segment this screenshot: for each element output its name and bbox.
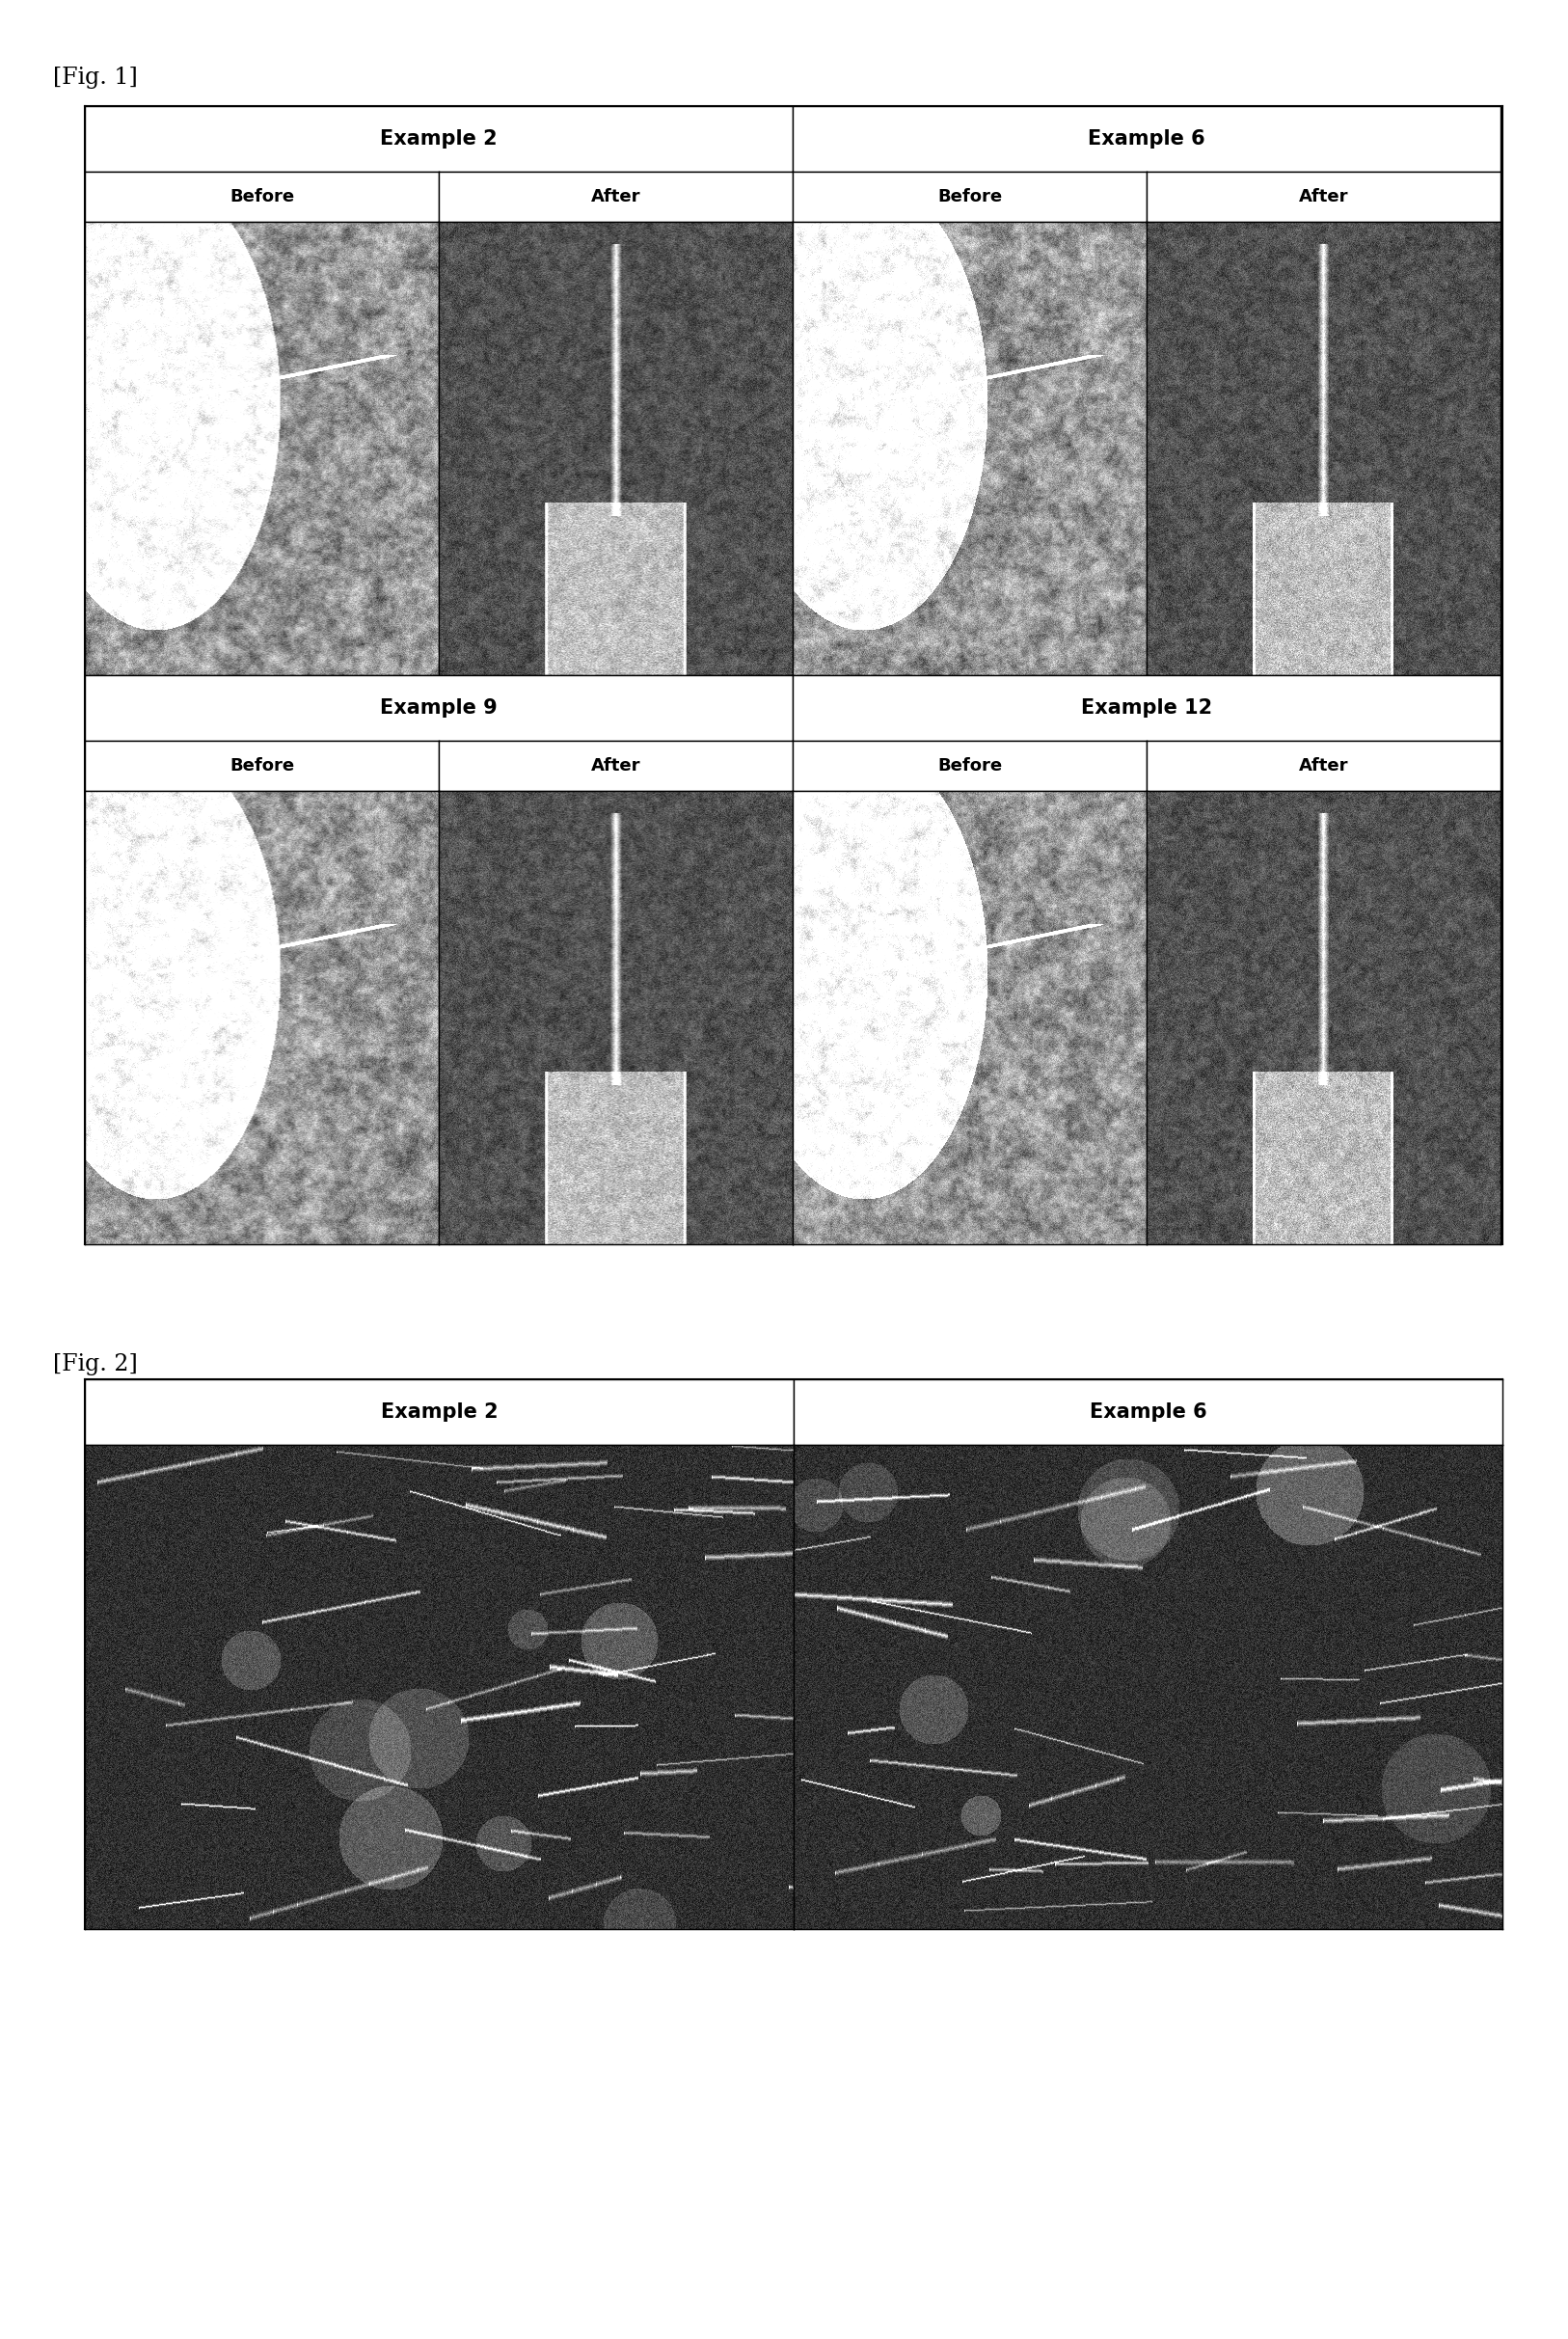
Text: [Fig. 1]: [Fig. 1] [53, 65, 138, 89]
Text: Before: Before [229, 758, 295, 774]
Text: Example 6: Example 6 [1090, 1403, 1207, 1422]
Text: After: After [591, 187, 641, 206]
Text: Example 2: Example 2 [381, 1403, 499, 1422]
Text: After: After [1298, 187, 1348, 206]
Text: Before: Before [938, 187, 1002, 206]
Text: Before: Before [938, 758, 1002, 774]
Text: Example 12: Example 12 [1080, 699, 1212, 718]
Text: After: After [1298, 758, 1348, 774]
Text: Example 9: Example 9 [379, 699, 497, 718]
Text: Example 6: Example 6 [1088, 129, 1206, 150]
Text: Example 2: Example 2 [379, 129, 497, 150]
Text: [Fig. 2]: [Fig. 2] [53, 1354, 138, 1375]
Text: Before: Before [229, 187, 295, 206]
Text: After: After [591, 758, 641, 774]
